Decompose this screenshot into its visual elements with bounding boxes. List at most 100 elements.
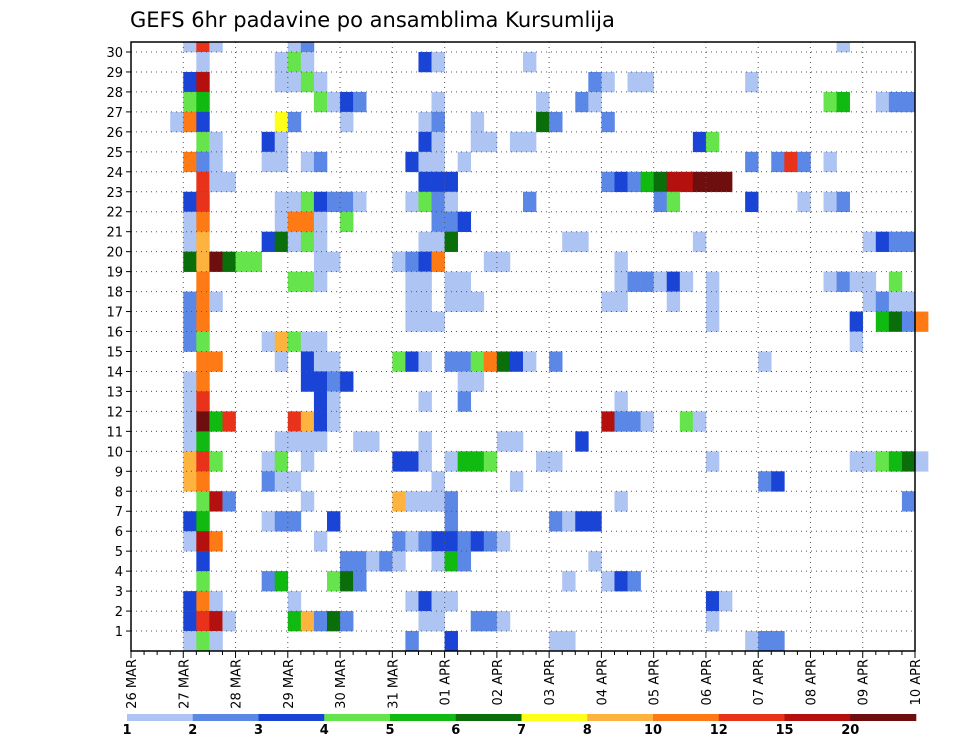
heatmap-cell	[444, 231, 458, 252]
heatmap-cell	[418, 351, 432, 372]
heatmap-cell	[313, 371, 328, 392]
heatmap-cell	[836, 42, 850, 53]
grid-helper	[131, 182, 915, 192]
colorbar-label: 15	[775, 723, 793, 738]
heatmap-cell	[705, 131, 720, 153]
heatmap-cell	[418, 591, 432, 612]
heatmap-cell	[771, 151, 785, 173]
grid-helper	[131, 222, 915, 232]
heatmap-cell	[209, 631, 223, 652]
y-tick-label: 6	[115, 525, 123, 540]
grid-helper	[131, 102, 915, 112]
heatmap-cell	[209, 591, 223, 612]
heatmap-cell	[901, 311, 916, 332]
heatmap-cell	[457, 351, 472, 372]
heatmap-cell	[418, 231, 432, 252]
heatmap-cell	[196, 111, 210, 133]
heatmap-cell	[823, 151, 837, 173]
heatmap-cell	[875, 231, 890, 252]
x-tick-label: 27 MAR	[177, 659, 192, 709]
x-tick-label: 08 APR	[804, 659, 819, 705]
y-tick-label: 20	[106, 246, 123, 261]
heatmap-cell	[287, 431, 302, 452]
heatmap-cell	[849, 331, 864, 352]
heatmap-cell	[823, 271, 837, 292]
heatmap-cell	[431, 471, 445, 492]
heatmap-cell	[418, 251, 432, 272]
heatmap-cell	[614, 251, 628, 272]
heatmap-cell	[209, 451, 223, 472]
heatmap-cell	[274, 191, 289, 213]
heatmap-cell	[366, 431, 380, 452]
y-tick-label: 4	[115, 565, 123, 580]
heatmap-cell	[457, 551, 472, 572]
heatmap-cell	[509, 351, 524, 372]
grid-helper	[131, 42, 915, 52]
heatmap-cell	[444, 591, 458, 612]
heatmap-cell	[888, 291, 903, 312]
heatmap-cell	[705, 591, 720, 612]
heatmap-cell	[575, 231, 589, 252]
heatmap-cell	[183, 111, 197, 133]
heatmap-cell	[444, 531, 458, 552]
grid-helper	[131, 82, 915, 92]
y-tick-label: 13	[106, 385, 123, 400]
grid-helper	[131, 561, 915, 571]
colorbar-label: 2	[188, 723, 197, 738]
heatmap-cell	[196, 591, 210, 612]
heatmap-cell	[862, 291, 877, 312]
heatmap-cell	[300, 231, 315, 252]
heatmap-cell	[457, 391, 472, 412]
heatmap-cell	[470, 351, 485, 372]
heatmap-cell	[875, 91, 890, 113]
heatmap-cell	[457, 211, 472, 232]
heatmap-cell	[470, 531, 485, 552]
heatmap-cell	[470, 611, 485, 632]
heatmap-cell	[875, 311, 890, 332]
heatmap-cell	[627, 71, 641, 93]
heatmap-cell	[183, 151, 197, 173]
heatmap-cell	[536, 91, 550, 113]
heatmap-cell	[287, 111, 302, 133]
heatmap-cell	[183, 71, 197, 93]
heatmap-cell	[300, 351, 315, 372]
heatmap-cell	[562, 631, 576, 652]
heatmap-cell	[170, 111, 184, 133]
y-tick-label: 11	[106, 425, 123, 440]
heatmap-cell	[235, 251, 249, 272]
x-tick-label: 31 MAR	[386, 659, 401, 709]
heatmap-cell	[797, 151, 811, 173]
grid-helper	[131, 621, 915, 631]
y-tick-label: 27	[106, 106, 123, 121]
heatmap-cell	[601, 411, 615, 432]
heatmap-cell	[196, 131, 210, 153]
heatmap-cell	[196, 91, 210, 113]
heatmap-cell	[222, 491, 236, 512]
heatmap-cell	[287, 51, 302, 73]
heatmap-cell	[313, 271, 328, 292]
heatmap-cell	[300, 51, 315, 73]
y-tick-label: 24	[106, 166, 123, 181]
heatmap-cell	[183, 251, 197, 272]
heatmap-cell	[405, 631, 419, 652]
heatmap-cell	[340, 191, 354, 213]
y-tick-label: 22	[106, 206, 123, 221]
grid-helper	[131, 581, 915, 591]
y-tick-label: 28	[106, 86, 123, 101]
heatmap-cell	[666, 271, 681, 292]
heatmap-cell	[640, 171, 654, 193]
heatmap-cell	[196, 611, 210, 632]
x-tick-label: 26 MAR	[125, 659, 140, 709]
heatmap-cell	[862, 271, 877, 292]
heatmap-cell	[627, 571, 641, 592]
heatmap-cell	[209, 171, 223, 193]
heatmap-cell	[849, 271, 864, 292]
heatmap-cell	[196, 551, 210, 572]
heatmap-cell	[183, 42, 197, 53]
heatmap-cell	[261, 331, 276, 352]
heatmap-cell	[196, 391, 210, 412]
y-tick-label: 15	[106, 345, 123, 360]
heatmap-cell	[274, 151, 289, 173]
heatmap-cell	[183, 411, 197, 432]
heatmap-cell	[470, 131, 485, 153]
